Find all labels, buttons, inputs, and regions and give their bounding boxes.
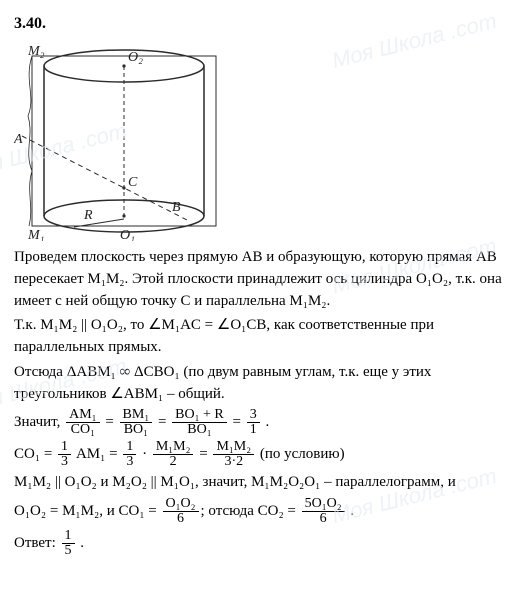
numerator: 1: [123, 440, 136, 455]
denominator: CO₁: [66, 423, 99, 437]
denominator: BO₁: [120, 423, 153, 437]
solution-para-3: Отсюда ΔABM₁ ∞ ΔCBO₁ (по двум равным угл…: [14, 362, 504, 406]
numerator: 3: [247, 408, 260, 423]
solution-para-1: Проведем плоскость через прямую AB и обр…: [14, 247, 504, 312]
fraction: M₁M₂ 3·2: [213, 440, 254, 469]
text: CO₁ =: [14, 446, 56, 462]
problem-number: 3.40.: [14, 12, 504, 35]
fraction: O₁O₂ 6: [163, 497, 199, 526]
denominator: 6: [163, 512, 199, 526]
text: .: [347, 503, 355, 519]
numerator: O₁O₂: [163, 497, 199, 512]
label-o1: O₁: [120, 228, 135, 241]
denominator: 3·2: [213, 455, 254, 469]
label-r: R: [83, 208, 93, 223]
fraction: BO₁ + R BO₁: [172, 408, 227, 437]
denominator: 5: [62, 544, 75, 558]
fraction: AM₁ CO₁: [66, 408, 99, 437]
solution-para-6b: O₁O₂ = M₁M₂, и CO₁ = O₁O₂ 6 ; отсюда CO₂…: [14, 497, 504, 526]
text: .: [262, 414, 270, 430]
answer-line: Ответ: 1 5 .: [14, 529, 504, 558]
fraction: 5O₁O₂ 6: [302, 497, 345, 526]
numerator: 5O₁O₂: [302, 497, 345, 512]
denominator: 1: [247, 423, 260, 437]
text: ·: [138, 446, 151, 462]
answer-label: Ответ:: [14, 535, 60, 551]
denominator: BO₁: [172, 423, 227, 437]
label-c: C: [128, 175, 138, 190]
text: .: [77, 535, 85, 551]
text: =: [195, 446, 211, 462]
numerator: 1: [58, 440, 71, 455]
fraction: 1 3: [58, 440, 71, 469]
answer-fraction: 1 5: [62, 529, 75, 558]
solution-para-4: Значит, AM₁ CO₁ = BM₁ BO₁ = BO₁ + R BO₁ …: [14, 408, 504, 437]
solution-para-2: Т.к. M₁M₂ || O₁O₂, то ∠M₁AC = ∠O₁CB, как…: [14, 315, 504, 359]
text: ; отсюда CO₂ =: [201, 503, 300, 519]
label-o2: O₂: [128, 50, 143, 65]
text: Значит,: [14, 414, 64, 430]
solution-para-6a: M₁M₂ || O₁O₂ и M₂O₂ || M₁O₁, значит, M₁M…: [14, 472, 504, 494]
numerator: AM₁: [66, 408, 99, 423]
fraction: BM₁ BO₁: [120, 408, 153, 437]
fraction: 1 3: [123, 440, 136, 469]
numerator: BM₁: [120, 408, 153, 423]
label-b: B: [172, 200, 181, 215]
numerator: M₁M₂: [213, 440, 254, 455]
denominator: 6: [302, 512, 345, 526]
solution-para-5: CO₁ = 1 3 AM₁ = 1 3 · M₁M₂ 2 = M₁M₂ 3·2 …: [14, 440, 504, 469]
fraction: 3 1: [247, 408, 260, 437]
text: O₁O₂ = M₁M₂, и CO₁ =: [14, 503, 161, 519]
numerator: BO₁ + R: [172, 408, 227, 423]
label-m1: M₁: [27, 228, 45, 241]
numerator: 1: [62, 529, 75, 544]
denominator: 3: [58, 455, 71, 469]
label-m2: M₂: [27, 44, 45, 59]
denominator: 3: [123, 455, 136, 469]
cylinder-diagram: M₂ O₂ A C R B M₁ O₁: [14, 41, 234, 241]
text: (по условию): [256, 446, 344, 462]
fraction: M₁M₂ 2: [153, 440, 194, 469]
solution-body: Проведем плоскость через прямую AB и обр…: [14, 247, 504, 558]
numerator: M₁M₂: [153, 440, 194, 455]
denominator: 2: [153, 455, 194, 469]
text: AM₁ =: [73, 446, 121, 462]
label-a: A: [14, 132, 23, 147]
